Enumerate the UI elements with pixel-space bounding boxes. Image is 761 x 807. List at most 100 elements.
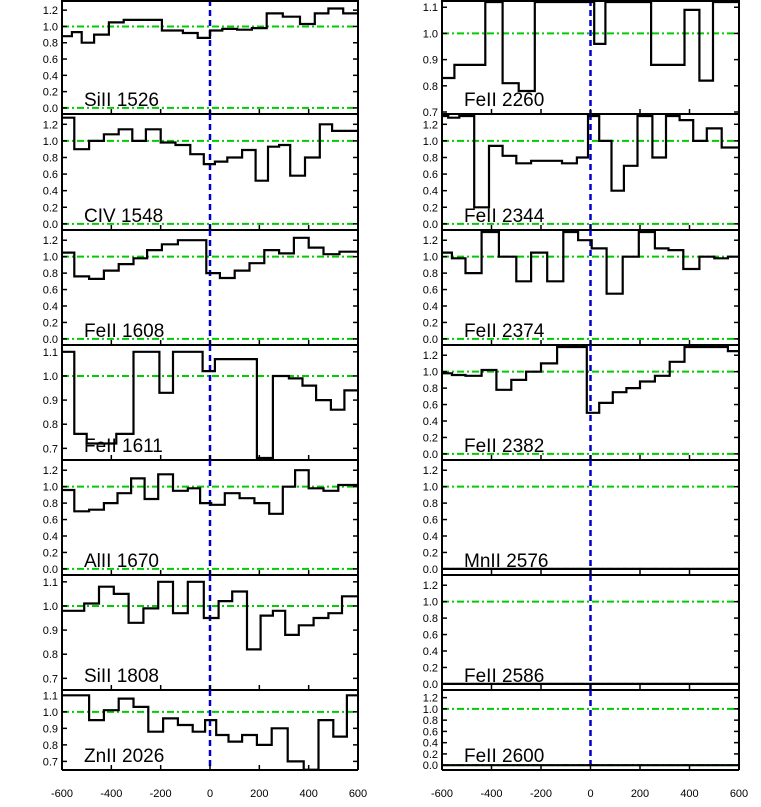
panel-label: FeII 2600 — [464, 746, 544, 767]
panel-civ-1548: 0.0 0.2 0.4 0.6 0.8 1.0 1.2 CIV 1548 — [43, 114, 359, 231]
y-tick-label: 0.8 — [423, 383, 438, 395]
y-tick-label: 1.0 — [423, 28, 438, 40]
y-tick-label: 0.4 — [43, 301, 58, 313]
y-tick-label: 0.6 — [423, 630, 438, 642]
y-tick-label: 0.0 — [43, 103, 58, 115]
y-tick-label: 0.2 — [423, 202, 438, 214]
x-tick-label: -200 — [150, 788, 172, 800]
panel-feii-2586: 0.0 0.2 0.4 0.6 0.8 1.0 1.2 FeII 2586 — [423, 575, 740, 691]
y-tick-label: 0.7 — [43, 756, 58, 768]
x-tick-label: 600 — [730, 788, 748, 800]
panel-mnii-2576: 0.0 0.2 0.4 0.6 0.8 1.0 1.2 MnII 2576 — [423, 460, 740, 576]
y-tick-label: 0.8 — [423, 498, 438, 510]
y-tick-label: 1.0 — [43, 601, 58, 613]
y-tick-label: 1.0 — [43, 482, 58, 494]
y-tick-label: 0.2 — [423, 547, 438, 559]
x-tick-label: 0 — [207, 788, 213, 800]
y-tick-label: 0.6 — [423, 285, 438, 297]
y-tick-label: 1.0 — [43, 371, 58, 383]
x-tick-label: 200 — [631, 788, 649, 800]
panel-label: CIV 1548 — [84, 206, 163, 227]
panel-label: SiII 1808 — [84, 666, 159, 687]
y-tick-label: 1.0 — [43, 21, 58, 33]
y-tick-label: 0.2 — [423, 317, 438, 329]
y-tick-label: 1.1 — [423, 2, 438, 14]
y-tick-label: 0.6 — [43, 54, 58, 66]
y-tick-label: 0.9 — [43, 625, 58, 637]
y-tick-label: 0.9 — [43, 723, 58, 735]
panel-feii-1608: 0.0 0.2 0.4 0.6 0.8 1.0 1.2 FeII 1608 — [43, 230, 359, 346]
x-tick-label: 200 — [250, 788, 268, 800]
x-tick-label: -400 — [100, 788, 122, 800]
y-tick-label: 1.0 — [423, 136, 438, 148]
y-tick-label: 0.4 — [43, 70, 58, 82]
y-tick-label: 0.4 — [423, 531, 438, 543]
y-tick-label: 0.4 — [423, 416, 438, 428]
y-tick-label: 0.0 — [423, 679, 438, 691]
y-tick-label: 0.8 — [43, 419, 58, 431]
y-tick-label: 1.0 — [43, 707, 58, 719]
y-tick-label: 0.8 — [43, 38, 58, 50]
panel-feii-2600: 0.00.20.40.60.81.01.2 FeII 2600 — [423, 690, 740, 772]
x-tick-label: -400 — [480, 788, 502, 800]
y-tick-label: 1.2 — [423, 580, 438, 592]
panel-siii-1526: 0.0 0.2 0.4 0.6 0.8 1.0 1.2 SiII 1526 — [43, 0, 359, 115]
y-tick-label: 0.2 — [423, 432, 438, 444]
spectrum-feii-2382 — [442, 345, 739, 414]
y-tick-label: 1.2 — [43, 235, 58, 247]
y-tick-label: 0.6 — [423, 169, 438, 181]
x-axis-labels: -600 -400 -200 0 200 400 600 -600 -400 -200 0 200 40… — [51, 788, 748, 800]
y-tick-label: 1.2 — [43, 119, 58, 131]
x-tick-label: 400 — [680, 788, 698, 800]
x-tick-label: 400 — [299, 788, 317, 800]
y-tick-label: 0.0 — [423, 564, 438, 576]
y-tick-label: 1.0 — [43, 136, 58, 148]
x-tick-label: -600 — [431, 788, 453, 800]
y-tick-label: 0.8 — [423, 268, 438, 280]
y-tick-label: 0.4 — [423, 186, 438, 198]
y-tick-label: 0.2 — [423, 749, 438, 761]
y-tick-label: 0.6 — [423, 400, 438, 412]
y-tick-label: 0.6 — [423, 515, 438, 527]
y-tick-label: 0.2 — [43, 547, 58, 559]
y-tick-label: 1.0 — [423, 482, 438, 494]
y-tick-label: 0.0 — [423, 219, 438, 231]
y-tick-label: 0.8 — [423, 715, 438, 727]
y-tick-label: 0.8 — [423, 613, 438, 625]
y-tick-label: 0.2 — [43, 87, 58, 99]
y-tick-label: 1.0 — [423, 704, 438, 716]
y-tick-label: 0.6 — [423, 726, 438, 738]
y-tick-label: 1.0 — [423, 367, 438, 379]
y-tick-label: 0.4 — [423, 646, 438, 658]
y-tick-label: 0.4 — [423, 301, 438, 313]
y-tick-label: 1.0 — [43, 252, 58, 264]
y-tick-label: 0.9 — [423, 55, 438, 67]
y-tick-label: 0.7 — [43, 443, 58, 455]
panel-feii-2344: 0.0 0.2 0.4 0.6 0.8 1.0 1.2 FeII 2344 — [423, 114, 740, 231]
y-tick-label: 1.1 — [43, 347, 58, 359]
x-tick-label: 0 — [587, 788, 593, 800]
y-tick-label: 0.6 — [43, 169, 58, 181]
spectrum-feii-1608 — [62, 236, 358, 280]
panel-label: FeII 1611 — [84, 436, 163, 457]
y-tick-label: 0.0 — [423, 449, 438, 461]
y-tick-label: 0.4 — [43, 186, 58, 198]
panel-feii-2260: 0.7 0.8 0.9 1.0 1.1 FeII 2260 — [423, 0, 740, 119]
y-tick-label: 0.2 — [43, 202, 58, 214]
y-tick-label: 0.8 — [43, 152, 58, 164]
spectrum-feii-2374 — [442, 230, 739, 295]
y-tick-label: 0.8 — [43, 740, 58, 752]
y-tick-label: 0.0 — [423, 760, 438, 772]
panel-label: MnII 2576 — [464, 551, 549, 572]
y-tick-label: 0.6 — [43, 285, 58, 297]
y-tick-label: 1.0 — [423, 252, 438, 264]
panel-label: FeII 1608 — [84, 321, 164, 342]
panel-label: SiII 1526 — [84, 90, 159, 111]
y-tick-label: 0.7 — [43, 673, 58, 685]
y-tick-label: 1.0 — [423, 597, 438, 609]
y-tick-label: 1.2 — [423, 465, 438, 477]
y-tick-label: 0.0 — [43, 564, 58, 576]
panel-feii-1611: 0.7 0.8 0.9 1.0 1.1 FeII 1611 — [43, 345, 359, 461]
